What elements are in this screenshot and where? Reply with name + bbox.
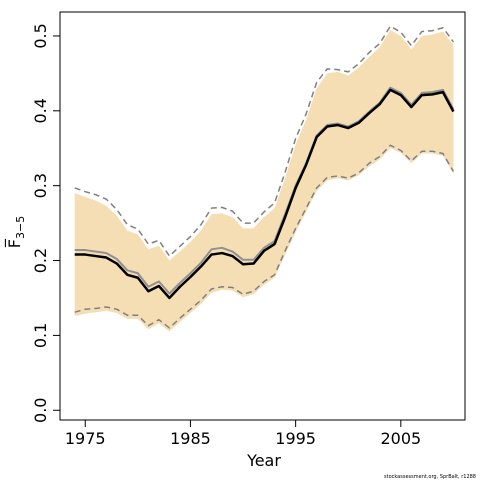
y-axis-label-subscript: 3−5 xyxy=(14,216,27,239)
y-tick-label: 0.3 xyxy=(31,173,50,198)
y-tick-label: 0.4 xyxy=(31,98,50,123)
x-tick-label: 1975 xyxy=(65,429,106,448)
credit: stockassessment.org, SprBalt, r1288 xyxy=(384,474,476,480)
y-tick-label: 0.1 xyxy=(31,323,50,348)
y-axis-label: F̅3−5 xyxy=(5,216,27,248)
y-tick-label: 0.2 xyxy=(31,248,50,273)
confidence-band xyxy=(74,29,454,332)
dashed-line xyxy=(74,25,455,257)
y-axis-label-main: F̅ xyxy=(5,238,24,248)
dashed-line xyxy=(74,144,455,329)
x-axis-label: Year xyxy=(246,451,281,470)
x-tick-label: 1985 xyxy=(170,429,211,448)
y-tick-label: 0.0 xyxy=(31,398,50,423)
y-tick-label: 0.5 xyxy=(31,23,50,48)
x-tick-label: 2005 xyxy=(380,429,421,448)
estimate-line xyxy=(74,86,455,295)
x-tick-label: 1995 xyxy=(275,429,316,448)
plot-frame xyxy=(59,11,466,421)
estimate-line xyxy=(74,88,455,300)
